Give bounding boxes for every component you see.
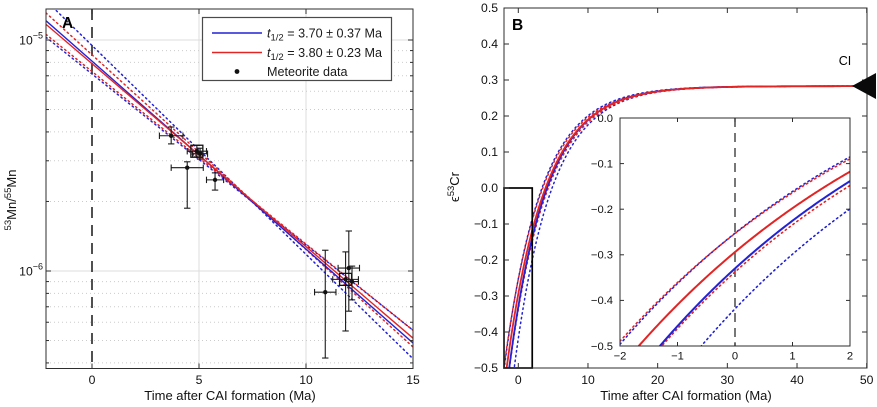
legend-box xyxy=(201,16,393,82)
x-tick-label: 40 xyxy=(790,373,804,387)
legend: t1/2 = 3.70 ± 0.37 Ma t1/2 = 3.80 ± 0.23… xyxy=(201,16,393,82)
panel-a-axes xyxy=(45,8,414,369)
inset-y-tick-label: −0.3 xyxy=(591,250,613,262)
panel-b-axes xyxy=(503,7,868,369)
point-marker xyxy=(197,151,203,156)
square-marker xyxy=(190,144,204,158)
confidence-band-dotted xyxy=(620,158,850,342)
panel-a-axis-box xyxy=(45,8,414,369)
point-marker xyxy=(185,165,190,170)
meteorite-data-point xyxy=(170,161,204,209)
y-tick-label: 0.3 xyxy=(481,73,498,87)
panel-b-yaxis-title: ϵ53Cr xyxy=(446,171,462,202)
y-tick-label: 0.5 xyxy=(481,1,498,15)
x-tick-label: 20 xyxy=(651,373,665,387)
legend-sample-dot xyxy=(234,69,240,74)
evolution-curve xyxy=(505,85,867,368)
inset-y-tick-label: −0.1 xyxy=(591,158,613,170)
inset-x-tick-label: 1 xyxy=(789,351,795,363)
confidence-band-dotted xyxy=(700,208,850,346)
evolution-curve xyxy=(637,170,850,346)
inset-x-tick-label: −2 xyxy=(614,351,627,363)
y-tick-label: 10−5 xyxy=(19,31,43,48)
panel-a-yaxis-title: 53Mn/55Mn xyxy=(3,170,19,231)
x-tick-label: 0 xyxy=(89,373,96,387)
evolution-curve xyxy=(658,180,850,346)
point-marker xyxy=(349,279,355,284)
panel-b: 0 10 20 30 40 500.50.40.30.20.10.0−0.1−0.2−0.… xyxy=(446,1,876,387)
inset-x-tick-label: −1 xyxy=(671,351,684,363)
legend-entry-fit-red: t1/2 = 3.80 ± 0.23 Ma xyxy=(267,46,382,63)
panel-b-letter: B xyxy=(512,17,523,34)
confidence-band-dotted xyxy=(661,184,850,346)
meteorite-data-point xyxy=(314,249,337,359)
legend-entry-meteorite: Meteorite data xyxy=(267,65,348,79)
panel-b-curves xyxy=(504,85,867,368)
inset-y-tick-label: −0.5 xyxy=(591,341,613,353)
meteorite-data-point xyxy=(205,172,225,191)
point-marker xyxy=(346,265,351,271)
panel-a: 0 5 10 15 10−5 10−6 53Mn/55Mn xyxy=(3,8,420,387)
panel-b-inset: −2 −1 0 1 2 0.0 −0.1 −0.2 −0.3 −0.4 −0.5 xyxy=(591,113,853,363)
inset-x-tick-label: 2 xyxy=(847,351,853,363)
point-marker xyxy=(194,149,200,154)
ci-marker-triangle xyxy=(852,73,876,99)
meteorite-data-point xyxy=(186,144,208,158)
panel-a-letter: A xyxy=(62,15,73,32)
meteorite-data-point xyxy=(337,230,361,312)
panel-b-xaxis-title: Time after CAI formation (Ma) xyxy=(600,388,771,403)
x-tick-label: 50 xyxy=(860,373,874,387)
panel-a-xaxis-title: Time after CAI formation (Ma) xyxy=(144,388,315,403)
y-tick-label: 0.1 xyxy=(481,145,498,159)
x-tick-label: 0 xyxy=(515,373,522,387)
confidence-band-dotted xyxy=(46,36,413,331)
y-tick-label: −0.1 xyxy=(474,217,498,231)
x-tick-label: 15 xyxy=(406,373,420,387)
panel-a-data-points xyxy=(158,126,361,359)
inset-x-tick-label: 0 xyxy=(732,351,738,363)
ci-annotation: CI xyxy=(839,54,852,68)
x-tick-label: 10 xyxy=(299,373,313,387)
meteorite-data-point xyxy=(192,147,209,160)
y-tick-label: −0.4 xyxy=(474,325,498,339)
x-tick-label: 10 xyxy=(581,373,595,387)
inset-curves xyxy=(620,156,850,346)
y-tick-label: −0.5 xyxy=(474,361,498,375)
inset-y-tick-label: −0.4 xyxy=(591,295,613,307)
legend-entry-fit-blue: t1/2 = 3.70 ± 0.37 Ma xyxy=(267,27,382,44)
x-tick-label: 5 xyxy=(196,373,203,387)
point-marker xyxy=(212,177,218,183)
y-tick-label: 0.2 xyxy=(481,109,498,123)
y-tick-label: 0.4 xyxy=(481,37,498,51)
meteorite-data-point xyxy=(158,126,184,145)
y-tick-label: 10−6 xyxy=(19,262,43,279)
meteorite-data-point xyxy=(345,265,359,301)
y-tick-label: −0.3 xyxy=(474,289,498,303)
point-marker xyxy=(323,289,328,295)
y-tick-label: 0.0 xyxy=(481,181,498,195)
inset-y-tick-label: 0.0 xyxy=(597,113,613,125)
x-tick-label: 30 xyxy=(721,373,735,387)
y-tick-label: −0.2 xyxy=(474,253,498,267)
inset-y-tick-label: −0.2 xyxy=(591,204,613,216)
point-marker xyxy=(168,133,174,138)
